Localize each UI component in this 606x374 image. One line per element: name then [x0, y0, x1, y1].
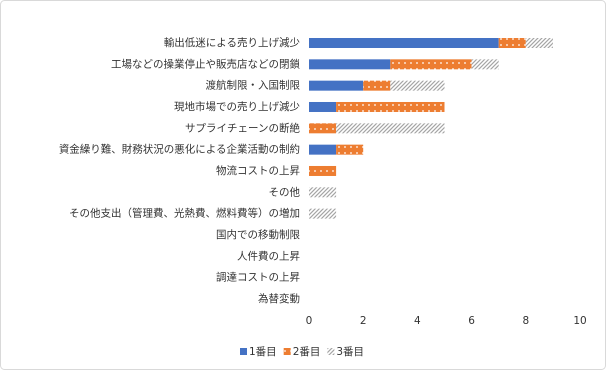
legend-swatch	[283, 348, 291, 355]
bar-segment	[309, 38, 499, 48]
legend-label: 3番目	[336, 346, 364, 358]
y-tick-label: その他	[269, 185, 301, 198]
y-tick-label: 輸出低迷による売り上げ減少	[164, 36, 300, 49]
x-tick-label: 4	[414, 315, 421, 327]
y-tick-label: 資金繰り難、財務状況の悪化による企業活動の制約	[59, 143, 300, 156]
x-tick-label: 0	[306, 315, 313, 327]
x-tick-label: 6	[468, 315, 475, 327]
bar-segment	[390, 59, 472, 70]
bar-segment	[309, 144, 337, 155]
bar-segment	[309, 59, 391, 70]
y-tick-label: 為替変動	[258, 292, 300, 305]
bar-segment	[309, 80, 364, 91]
legend-swatch	[327, 348, 335, 355]
bar-segment	[309, 101, 337, 112]
y-tick-label: サプライチェーンの断絶	[185, 121, 300, 134]
y-tick-label: その他支出（管理費、光熱費、燃料費等）の増加	[69, 207, 300, 220]
bar-segment	[390, 80, 445, 91]
legend-swatch	[240, 348, 247, 355]
x-tick-label: 2	[360, 315, 367, 327]
bar-segment	[309, 123, 337, 134]
bar-segment	[336, 144, 364, 155]
bar-segment	[309, 187, 337, 198]
y-tick-label: 人件費の上昇	[237, 249, 300, 262]
bar-segment	[471, 59, 499, 70]
legend-label: 2番目	[293, 346, 321, 358]
bar-segment	[336, 101, 445, 112]
bar-segment	[525, 38, 553, 48]
legend-label: 1番目	[249, 346, 277, 358]
y-tick-label: 渡航制限・入国制限	[206, 79, 301, 92]
bar-segment	[336, 123, 445, 134]
bar-segment	[309, 165, 337, 176]
bar-segment	[309, 208, 337, 219]
x-tick-label: 8	[522, 315, 529, 327]
y-tick-label: 現地市場での売り上げ減少	[174, 100, 300, 113]
bar-segment	[363, 80, 391, 91]
y-tick-label: 工場などの操業停止や販売店などの閉鎖	[111, 57, 300, 70]
x-tick-label: 10	[573, 315, 586, 327]
y-tick-label: 調達コストの上昇	[216, 271, 300, 284]
y-tick-label: 国内での移動制限	[216, 228, 300, 241]
bar-segment	[498, 38, 526, 48]
y-tick-label: 物流コストの上昇	[216, 164, 300, 177]
